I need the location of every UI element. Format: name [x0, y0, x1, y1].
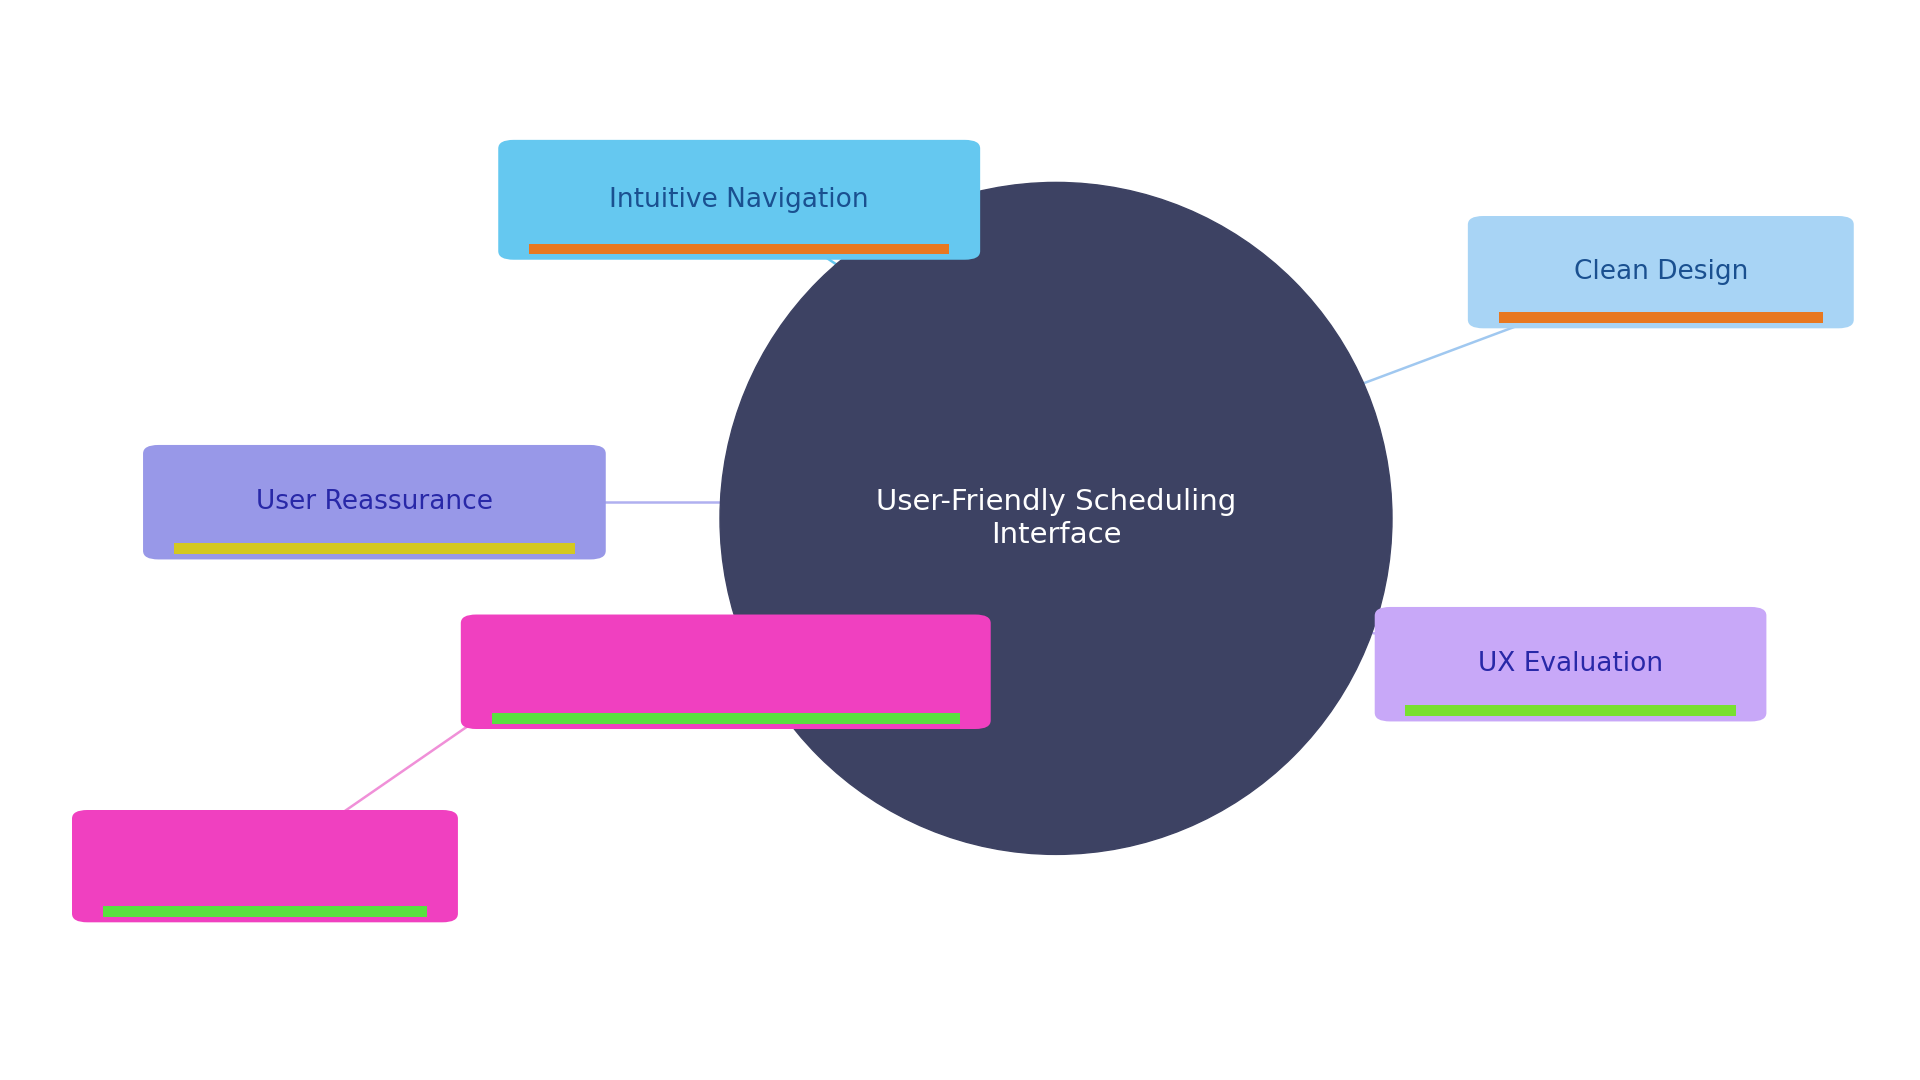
Text: User Reassurance: User Reassurance: [255, 489, 493, 515]
FancyBboxPatch shape: [144, 445, 607, 559]
Bar: [104, 906, 426, 917]
Bar: [1498, 312, 1824, 323]
Ellipse shape: [720, 183, 1392, 854]
FancyBboxPatch shape: [73, 810, 459, 922]
Text: UX Evaluation: UX Evaluation: [1478, 651, 1663, 677]
Bar: [173, 543, 576, 554]
Text: User-Friendly Scheduling
Interface: User-Friendly Scheduling Interface: [876, 488, 1236, 549]
Text: Clean Design: Clean Design: [1574, 259, 1747, 285]
Bar: [1405, 705, 1736, 716]
FancyBboxPatch shape: [499, 139, 979, 259]
FancyBboxPatch shape: [1375, 607, 1766, 721]
Text: Intuitive Navigation: Intuitive Navigation: [609, 187, 870, 213]
Text: Productivity Features: Productivity Features: [586, 659, 866, 685]
FancyBboxPatch shape: [1467, 216, 1855, 328]
Text: Time Blocking: Time Blocking: [173, 853, 357, 879]
FancyBboxPatch shape: [461, 615, 991, 729]
Bar: [530, 244, 948, 255]
Bar: [492, 713, 960, 724]
